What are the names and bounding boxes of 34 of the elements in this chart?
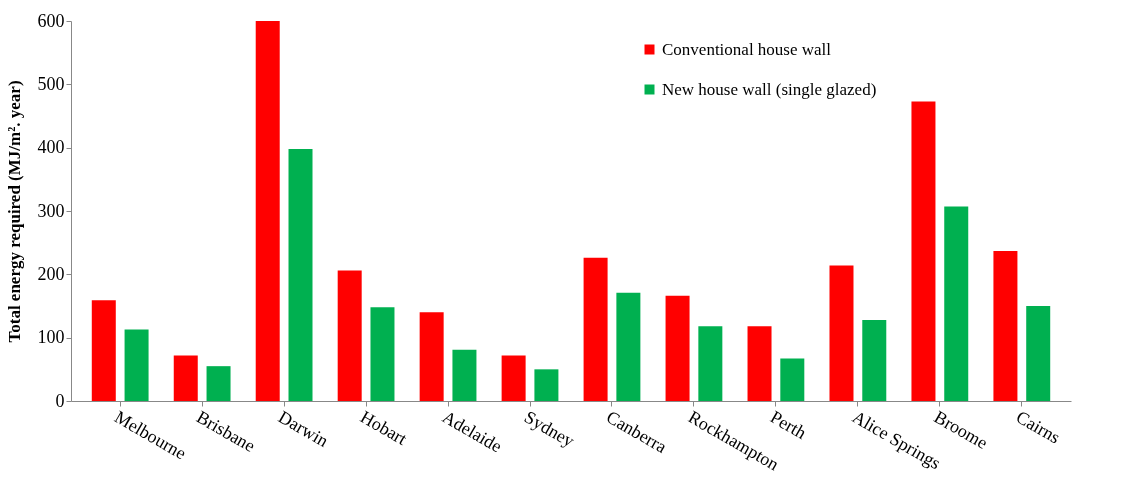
bar <box>91 300 116 401</box>
bar <box>780 358 805 401</box>
bar <box>583 257 608 401</box>
y-tick-label: 500 <box>37 73 65 94</box>
bar <box>534 369 559 401</box>
bar <box>944 206 969 401</box>
y-tick-label: 400 <box>37 137 65 158</box>
bar <box>862 319 887 401</box>
y-tick-label: 300 <box>37 200 65 221</box>
bar <box>419 312 444 401</box>
bar <box>206 366 231 401</box>
bar <box>173 355 198 401</box>
bar <box>1026 306 1051 401</box>
bar <box>452 349 477 401</box>
y-tick-label: 600 <box>37 10 65 31</box>
bar <box>698 326 723 401</box>
bar <box>501 355 526 401</box>
bar <box>829 265 854 401</box>
legend-label: Conventional house wall <box>662 39 832 59</box>
y-tick-label: 200 <box>37 263 65 284</box>
y-tick-label: 0 <box>55 390 65 411</box>
bar <box>124 329 149 401</box>
y-axis-title: Total energy required (MJ/m². year) <box>4 80 24 343</box>
bar <box>616 292 641 401</box>
bar <box>665 295 690 401</box>
legend-label: New house wall (single glazed) <box>662 79 877 99</box>
y-tick-label: 100 <box>37 327 65 348</box>
bar <box>747 326 772 401</box>
bar <box>337 270 362 401</box>
bar <box>255 21 280 401</box>
bar <box>911 101 936 401</box>
bar <box>370 307 395 401</box>
bar <box>993 250 1018 401</box>
bar <box>288 148 313 401</box>
